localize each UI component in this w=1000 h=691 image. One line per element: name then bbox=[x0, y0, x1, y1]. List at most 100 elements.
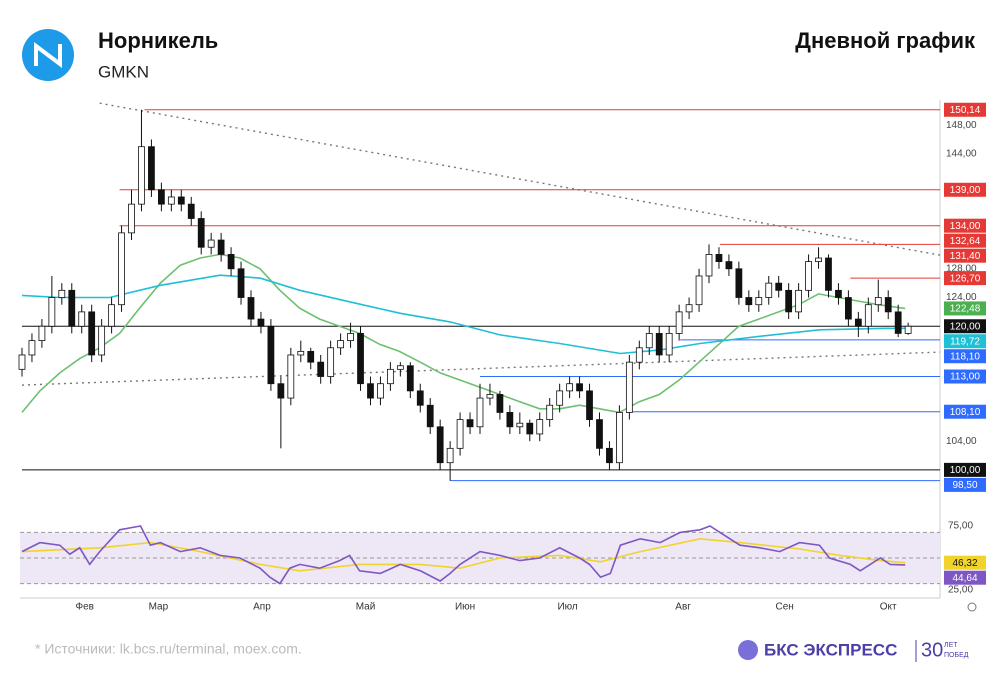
candle-body bbox=[227, 254, 235, 270]
candle-body bbox=[546, 404, 554, 421]
x-tick-label: Июн bbox=[455, 602, 475, 613]
candle-body bbox=[48, 297, 56, 327]
candle-body bbox=[247, 297, 255, 320]
candle-body bbox=[267, 325, 275, 385]
candle-body bbox=[466, 419, 474, 428]
price-tag-label: 44,64 bbox=[952, 573, 977, 584]
candle-body bbox=[446, 447, 454, 464]
candle-body bbox=[387, 368, 394, 385]
price-tag bbox=[944, 462, 986, 477]
candle-body bbox=[138, 146, 145, 205]
candle-body bbox=[108, 304, 115, 327]
price-tag-label: 150,14 bbox=[950, 105, 981, 116]
price-tag-label: 139,00 bbox=[950, 185, 981, 196]
price-tag-label: 46,32 bbox=[952, 558, 977, 569]
candle-body bbox=[456, 419, 464, 449]
candle-body bbox=[257, 318, 265, 327]
price-tag-label: 122,48 bbox=[950, 304, 981, 315]
x-tick-label: Мар bbox=[149, 602, 169, 613]
y-tick-label: 144,00 bbox=[946, 149, 977, 160]
price-tag bbox=[944, 218, 986, 233]
candle-body bbox=[606, 447, 613, 464]
candle-body bbox=[526, 422, 534, 435]
candle-body bbox=[904, 325, 912, 334]
candle-body bbox=[377, 383, 384, 399]
candle-body bbox=[197, 218, 205, 248]
candle-body bbox=[884, 297, 892, 313]
candle-body bbox=[655, 333, 663, 356]
price-tag-label: 119,72 bbox=[950, 336, 980, 347]
candle-body bbox=[416, 390, 424, 406]
candle-body bbox=[337, 340, 344, 349]
candle-body bbox=[845, 297, 852, 320]
candle-body bbox=[745, 297, 753, 306]
trendline bbox=[99, 102, 941, 256]
price-tag bbox=[944, 271, 986, 286]
candle-body bbox=[237, 268, 245, 298]
candle-body bbox=[506, 412, 514, 428]
candle-body bbox=[58, 289, 66, 298]
price-tag bbox=[944, 102, 986, 117]
source-note: * Источники: lk.bcs.ru/terminal, moex.co… bbox=[35, 641, 302, 657]
candle-body bbox=[785, 289, 793, 313]
candle-body bbox=[835, 289, 842, 298]
candle-body bbox=[128, 203, 135, 234]
candle-body bbox=[436, 426, 444, 464]
candle-body bbox=[38, 325, 46, 342]
candle-body bbox=[536, 419, 544, 435]
candle-body bbox=[307, 350, 315, 363]
title: Норникель bbox=[98, 28, 218, 53]
y-tick-label: 148,00 bbox=[946, 120, 977, 131]
price-tag bbox=[944, 570, 986, 585]
indicator-line bbox=[21, 525, 906, 585]
candle-body bbox=[695, 275, 703, 306]
candle-body bbox=[277, 383, 285, 399]
candle-body bbox=[765, 282, 773, 298]
candle-body bbox=[297, 350, 305, 356]
candle-body bbox=[167, 196, 175, 205]
candle-body bbox=[98, 325, 106, 356]
candle-body bbox=[705, 254, 713, 277]
price-tag bbox=[944, 319, 986, 334]
candle-body bbox=[635, 347, 643, 363]
logo-mark bbox=[34, 42, 62, 68]
y-tick-label: 128,00 bbox=[946, 263, 977, 274]
candle-body bbox=[217, 239, 225, 255]
price-tag-label: 134,00 bbox=[950, 221, 981, 232]
candle-body bbox=[396, 365, 404, 370]
candle-body bbox=[825, 257, 832, 291]
candle-body bbox=[805, 261, 812, 291]
candle-body bbox=[715, 254, 723, 263]
candle-body bbox=[874, 297, 882, 306]
y-tick-label: 124,00 bbox=[946, 292, 977, 303]
candle-body bbox=[148, 146, 155, 191]
price-tag-label: 131,40 bbox=[950, 251, 981, 262]
candle-body bbox=[725, 261, 733, 270]
candle-body bbox=[187, 203, 195, 219]
candle-body bbox=[864, 304, 872, 327]
moving-average bbox=[21, 274, 906, 355]
candle-body bbox=[207, 239, 215, 248]
candle-body bbox=[486, 394, 494, 399]
x-tick-label: Сен bbox=[776, 602, 794, 613]
candle-body bbox=[735, 268, 743, 298]
price-tag bbox=[944, 349, 986, 364]
ticker: GMKN bbox=[98, 62, 149, 81]
settings-icon[interactable] bbox=[967, 602, 977, 612]
candle-body bbox=[18, 354, 26, 370]
candle-body bbox=[317, 361, 325, 377]
candle-body bbox=[625, 361, 633, 413]
brand-logo bbox=[738, 640, 758, 660]
badge-top: ЛЕТ bbox=[944, 642, 958, 649]
candle-body bbox=[576, 383, 583, 392]
price-tag-label: 113,00 bbox=[950, 372, 980, 383]
candle-body bbox=[28, 340, 36, 356]
candle-body bbox=[88, 311, 96, 356]
price-tag-label: 126,70 bbox=[950, 273, 981, 284]
candle-body bbox=[815, 257, 822, 263]
candle-body bbox=[566, 383, 573, 392]
candle-body bbox=[367, 383, 374, 399]
candle-body bbox=[406, 365, 414, 392]
